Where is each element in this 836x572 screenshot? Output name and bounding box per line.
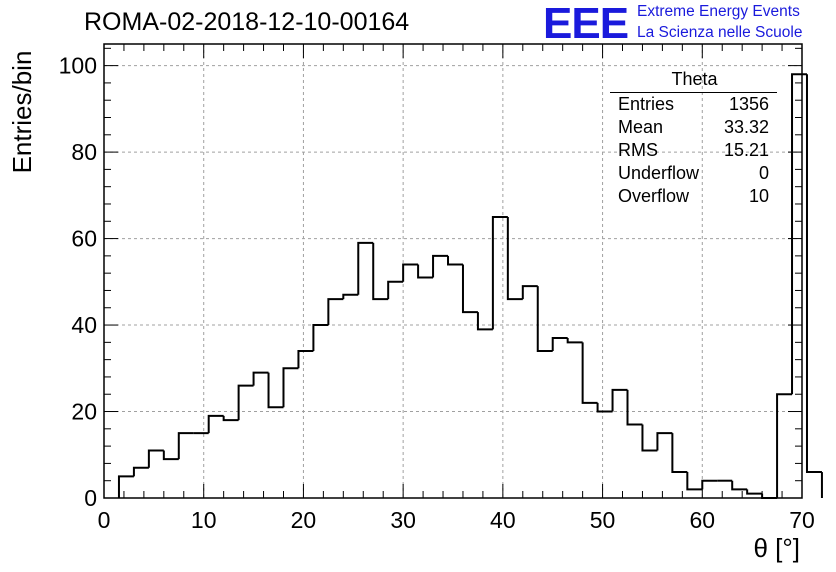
histogram-bin [776,393,793,498]
histogram-bin [417,264,434,279]
histogram-bin [312,324,329,351]
x-tick-label: 20 [291,507,317,533]
stats-value: 10 [748,186,769,206]
histogram-bin [521,285,538,300]
histogram-bin [147,449,164,468]
histogram-bin [237,384,254,421]
stats-box-name: Theta [671,69,718,89]
stats-value: 1356 [728,94,769,114]
histogram-bin [491,215,508,330]
plot-frame [103,43,803,499]
histogram-bin [461,264,478,314]
logo-subtitle-line2: La Scienza nelle Scuole [637,24,803,41]
histogram-bin [132,466,149,477]
histogram-bin [626,389,643,426]
eee-logo: EEE [543,0,629,48]
stats-box: Theta Entries 1356 Mean 33.32 RMS 15.21 Underf… [610,69,777,208]
y-tick-label: 40 [71,312,97,338]
histogram-bin [432,254,449,278]
histogram-bin [656,432,673,451]
stats-row: Entries 1356 [610,93,777,116]
y-tick-label: 60 [71,226,97,252]
stats-box-divider [610,92,777,93]
histogram-bin [551,337,568,351]
histogram-bin [686,472,703,491]
histogram-bin [731,480,748,491]
histogram-bin [207,414,224,434]
axis-ticks [103,44,803,499]
x-tick-label: 10 [191,507,217,533]
histogram-bin [252,371,269,386]
stats-row: RMS 15.21 [610,139,777,162]
stats-label: Entries [618,94,675,114]
histogram-bin [566,338,583,344]
histogram-title: ROMA-02-2018-12-10-00164 [84,8,410,36]
histogram-bin [611,388,628,412]
x-tick-label: 30 [390,507,416,533]
logo-subtitle-line1: Extreme Energy Events [637,3,800,20]
x-tick-label: 60 [689,507,715,533]
stats-label: RMS [618,140,658,160]
histogram-bin [671,433,688,474]
stats-row: Overflow 10 [610,185,777,208]
histogram-bin [476,312,493,331]
histogram-bin [267,372,284,409]
histogram-bin [297,349,314,369]
stats-label: Underflow [618,163,700,183]
histogram-bin [387,280,404,300]
stats-row: Mean 33.32 [610,116,777,139]
y-tick-label: 80 [71,139,97,165]
y-tick-label: 20 [71,399,97,425]
x-tick-label: 50 [590,507,616,533]
histogram-bin [177,432,194,460]
y-tick-label: 0 [84,485,97,511]
stats-value: 0 [758,163,769,183]
histogram-bin [357,241,374,295]
y-tick-label: 100 [59,53,97,79]
histogram-bin [746,489,763,495]
histogram-bin [641,424,658,452]
stats-label: Overflow [618,186,690,206]
histogram-bin [447,255,463,266]
histogram-bin [222,415,239,422]
grid-lines [104,44,802,498]
histogram-bin [282,367,299,408]
histogram-bin [372,242,389,301]
histogram-bin [596,402,613,413]
histogram-bin [805,74,822,474]
stats-row: Underflow 0 [610,162,777,185]
stats-value: 33.32 [723,117,769,137]
histogram-bin [342,293,359,300]
histogram-bin [402,263,419,282]
x-tick-label: 0 [98,507,111,533]
histogram-bin [536,286,553,352]
x-tick-label: 70 [789,507,815,533]
histogram-bin [162,450,179,461]
histogram-bin [327,298,344,326]
stats-value: 15.21 [723,140,769,160]
x-axis-label: θ [°] [753,533,800,563]
stats-label: Mean [618,117,664,137]
histogram-bin [791,73,807,395]
histogram-bin [581,342,598,404]
y-axis-label: Entries/bin [7,51,37,174]
histogram-bin [506,216,523,301]
x-tick-label: 40 [490,507,516,533]
histogram-bin [701,479,718,490]
histogram-bin [117,475,134,498]
